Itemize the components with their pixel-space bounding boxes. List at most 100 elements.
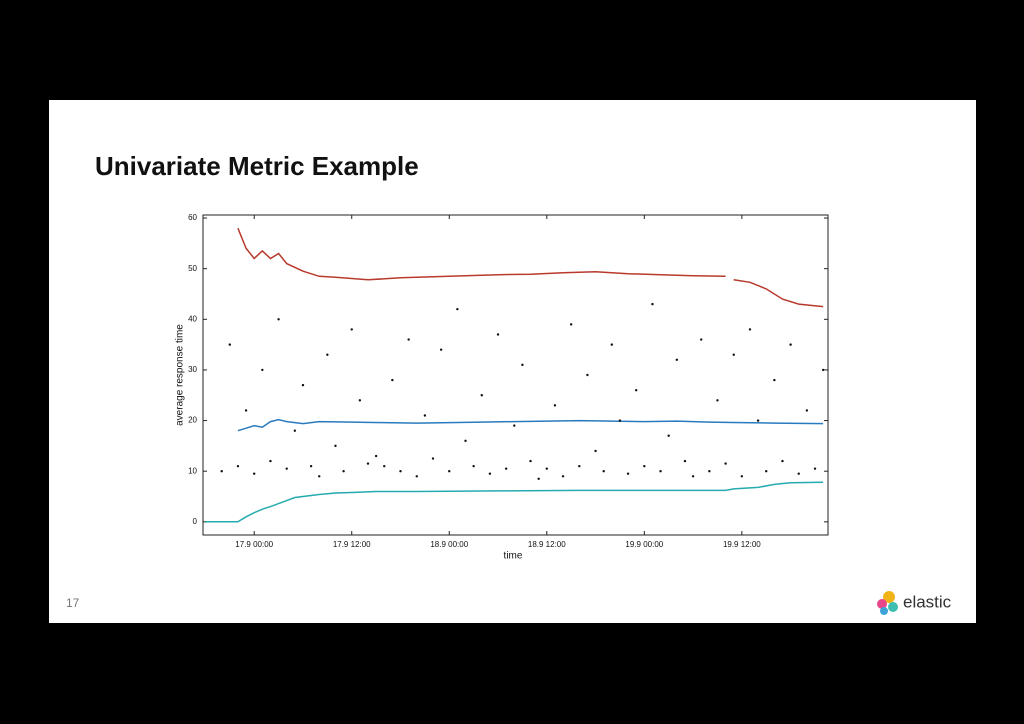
scatter-point — [269, 459, 272, 463]
scatter-point — [326, 353, 329, 356]
scatter-point — [724, 462, 727, 465]
scatter-point — [805, 409, 809, 412]
scatter-point — [309, 464, 313, 468]
scatter-point — [244, 409, 248, 412]
scatter-point — [521, 363, 524, 367]
scatter-point — [472, 464, 475, 468]
scatter-point — [748, 328, 752, 331]
scatter-point — [350, 328, 353, 331]
y-tick-label: 10 — [188, 466, 197, 475]
x-tick-label: 17.9 12:00 — [333, 540, 371, 549]
scatter-point — [537, 477, 540, 480]
scatter-point — [553, 404, 557, 407]
x-tick-label: 18.9 00:00 — [430, 540, 468, 549]
scatter-point — [700, 338, 703, 341]
x-tick-label: 18.9 12:00 — [528, 540, 566, 549]
scatter-point — [643, 464, 646, 468]
y-axis-label: average response time — [175, 324, 186, 426]
scatter-point — [594, 449, 597, 453]
scatter-point — [659, 470, 662, 473]
scatter-point — [253, 472, 256, 475]
y-tick-label: 0 — [193, 517, 198, 526]
scatter-point — [634, 388, 638, 392]
scatter-point — [464, 439, 467, 443]
scatter-point — [789, 343, 792, 346]
scatter-point — [513, 424, 516, 427]
x-tick-label: 19.9 12:00 — [723, 540, 761, 549]
page-number: 17 — [66, 596, 80, 610]
scatter-point — [261, 368, 264, 372]
x-tick-label: 19.9 00:00 — [625, 540, 663, 549]
scatter-point — [667, 434, 670, 437]
scatter-point — [545, 467, 548, 470]
scatter-point — [602, 470, 605, 473]
scatter-point — [732, 353, 735, 356]
scatter-point — [773, 378, 776, 382]
scatter-point — [813, 467, 817, 470]
scatter-point — [431, 457, 435, 460]
series-line — [237, 227, 824, 308]
scatter-point — [651, 302, 654, 306]
x-tick-label: 17.9 00:00 — [235, 540, 273, 549]
scatter-point — [277, 318, 280, 321]
scatter-point — [675, 358, 679, 362]
scatter-point — [374, 454, 378, 458]
scatter-point — [561, 475, 565, 478]
scatter-point — [504, 467, 508, 470]
scatter-point — [683, 459, 687, 463]
scatter-point — [480, 394, 483, 397]
scatter-point — [578, 464, 581, 468]
scatter-point — [342, 470, 345, 473]
scatter-point — [439, 348, 443, 351]
scatter-point — [456, 307, 459, 311]
plot-frame — [202, 214, 829, 536]
y-tick-label: 40 — [188, 314, 197, 323]
y-tick-label: 20 — [188, 416, 197, 425]
y-tick-label: 30 — [188, 365, 197, 374]
scatter-point — [415, 475, 418, 478]
scatter-point — [797, 472, 800, 475]
logo-text: elastic — [903, 592, 952, 611]
scatter-point — [740, 475, 744, 478]
scatter-point — [407, 338, 410, 341]
y-tick-label: 50 — [188, 264, 197, 273]
scatter-point — [285, 467, 288, 470]
scatter-point — [569, 323, 573, 326]
series-line — [205, 481, 824, 523]
y-tick-label: 60 — [188, 213, 197, 222]
scatter-point — [529, 459, 532, 463]
scatter-point — [423, 414, 427, 417]
scatter-point — [293, 429, 297, 432]
scatter-point — [488, 472, 492, 475]
logo-icon — [877, 591, 898, 615]
scatter-point — [448, 470, 451, 473]
scatter-point — [399, 470, 402, 473]
series-line — [237, 418, 824, 432]
scatter-point — [236, 464, 240, 468]
scatter-point — [334, 444, 337, 448]
scatter-point — [383, 464, 386, 468]
scatter-point — [821, 368, 825, 372]
scatter-point — [586, 373, 589, 377]
scatter-point — [626, 472, 630, 475]
scatter-point — [708, 470, 711, 473]
scatter-point — [756, 419, 760, 422]
scatter-point — [781, 459, 784, 463]
slide-title: Univariate Metric Example — [95, 151, 419, 181]
scatter-point — [716, 399, 719, 402]
scatter-point — [301, 383, 305, 387]
scatter-point — [366, 462, 370, 465]
scatter-point — [765, 470, 768, 473]
scatter-point — [691, 475, 695, 478]
scatter-point — [391, 378, 394, 382]
scatter-point — [496, 333, 500, 336]
scatter-point — [318, 475, 321, 478]
scatter-point — [358, 399, 362, 402]
scatter-point — [618, 419, 622, 422]
scatter-point — [220, 470, 223, 473]
x-axis-label: time — [504, 551, 523, 562]
scatter-point — [610, 343, 614, 346]
scatter-point — [228, 343, 232, 346]
